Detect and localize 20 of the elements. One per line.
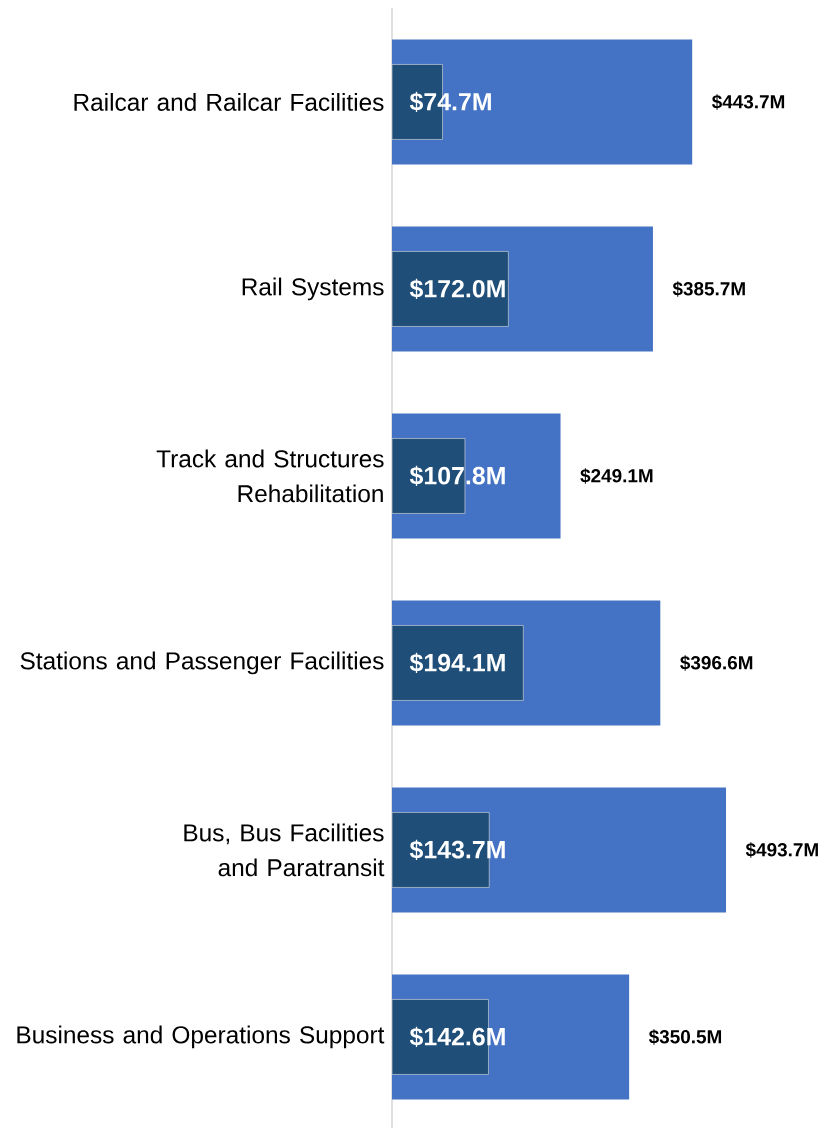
bar: [391, 625, 524, 701]
data-label: $74.7M: [409, 91, 491, 113]
data-label: $350.5M: [648, 1029, 722, 1045]
y-tick-label: Stations and Passenger Facilities: [20, 651, 384, 675]
data-label: $249.1M: [580, 468, 653, 484]
data-label: $493.7M: [745, 842, 818, 858]
data-label: $443.7M: [711, 94, 785, 110]
y-tick-label: Business and Operations Support: [17, 1025, 385, 1049]
y-tick-label: Railcar and Railcar Facilities: [74, 92, 384, 111]
data-label: $143.7M: [409, 839, 505, 861]
y-tick-label: Rail Systems: [242, 277, 384, 301]
data-label: $385.7M: [672, 281, 745, 297]
y-tick-label: Track and Structures Rehabilitation: [156, 449, 384, 503]
data-label: $194.1M: [409, 652, 505, 674]
bar: [391, 251, 509, 327]
data-label: $142.6M: [409, 1026, 505, 1048]
data-label: $396.6M: [680, 655, 753, 671]
data-label: $172.0M: [409, 278, 505, 300]
y-tick-label: Bus, Bus Facilities and Paratransit: [184, 823, 385, 877]
data-label: $107.8M: [409, 465, 505, 487]
